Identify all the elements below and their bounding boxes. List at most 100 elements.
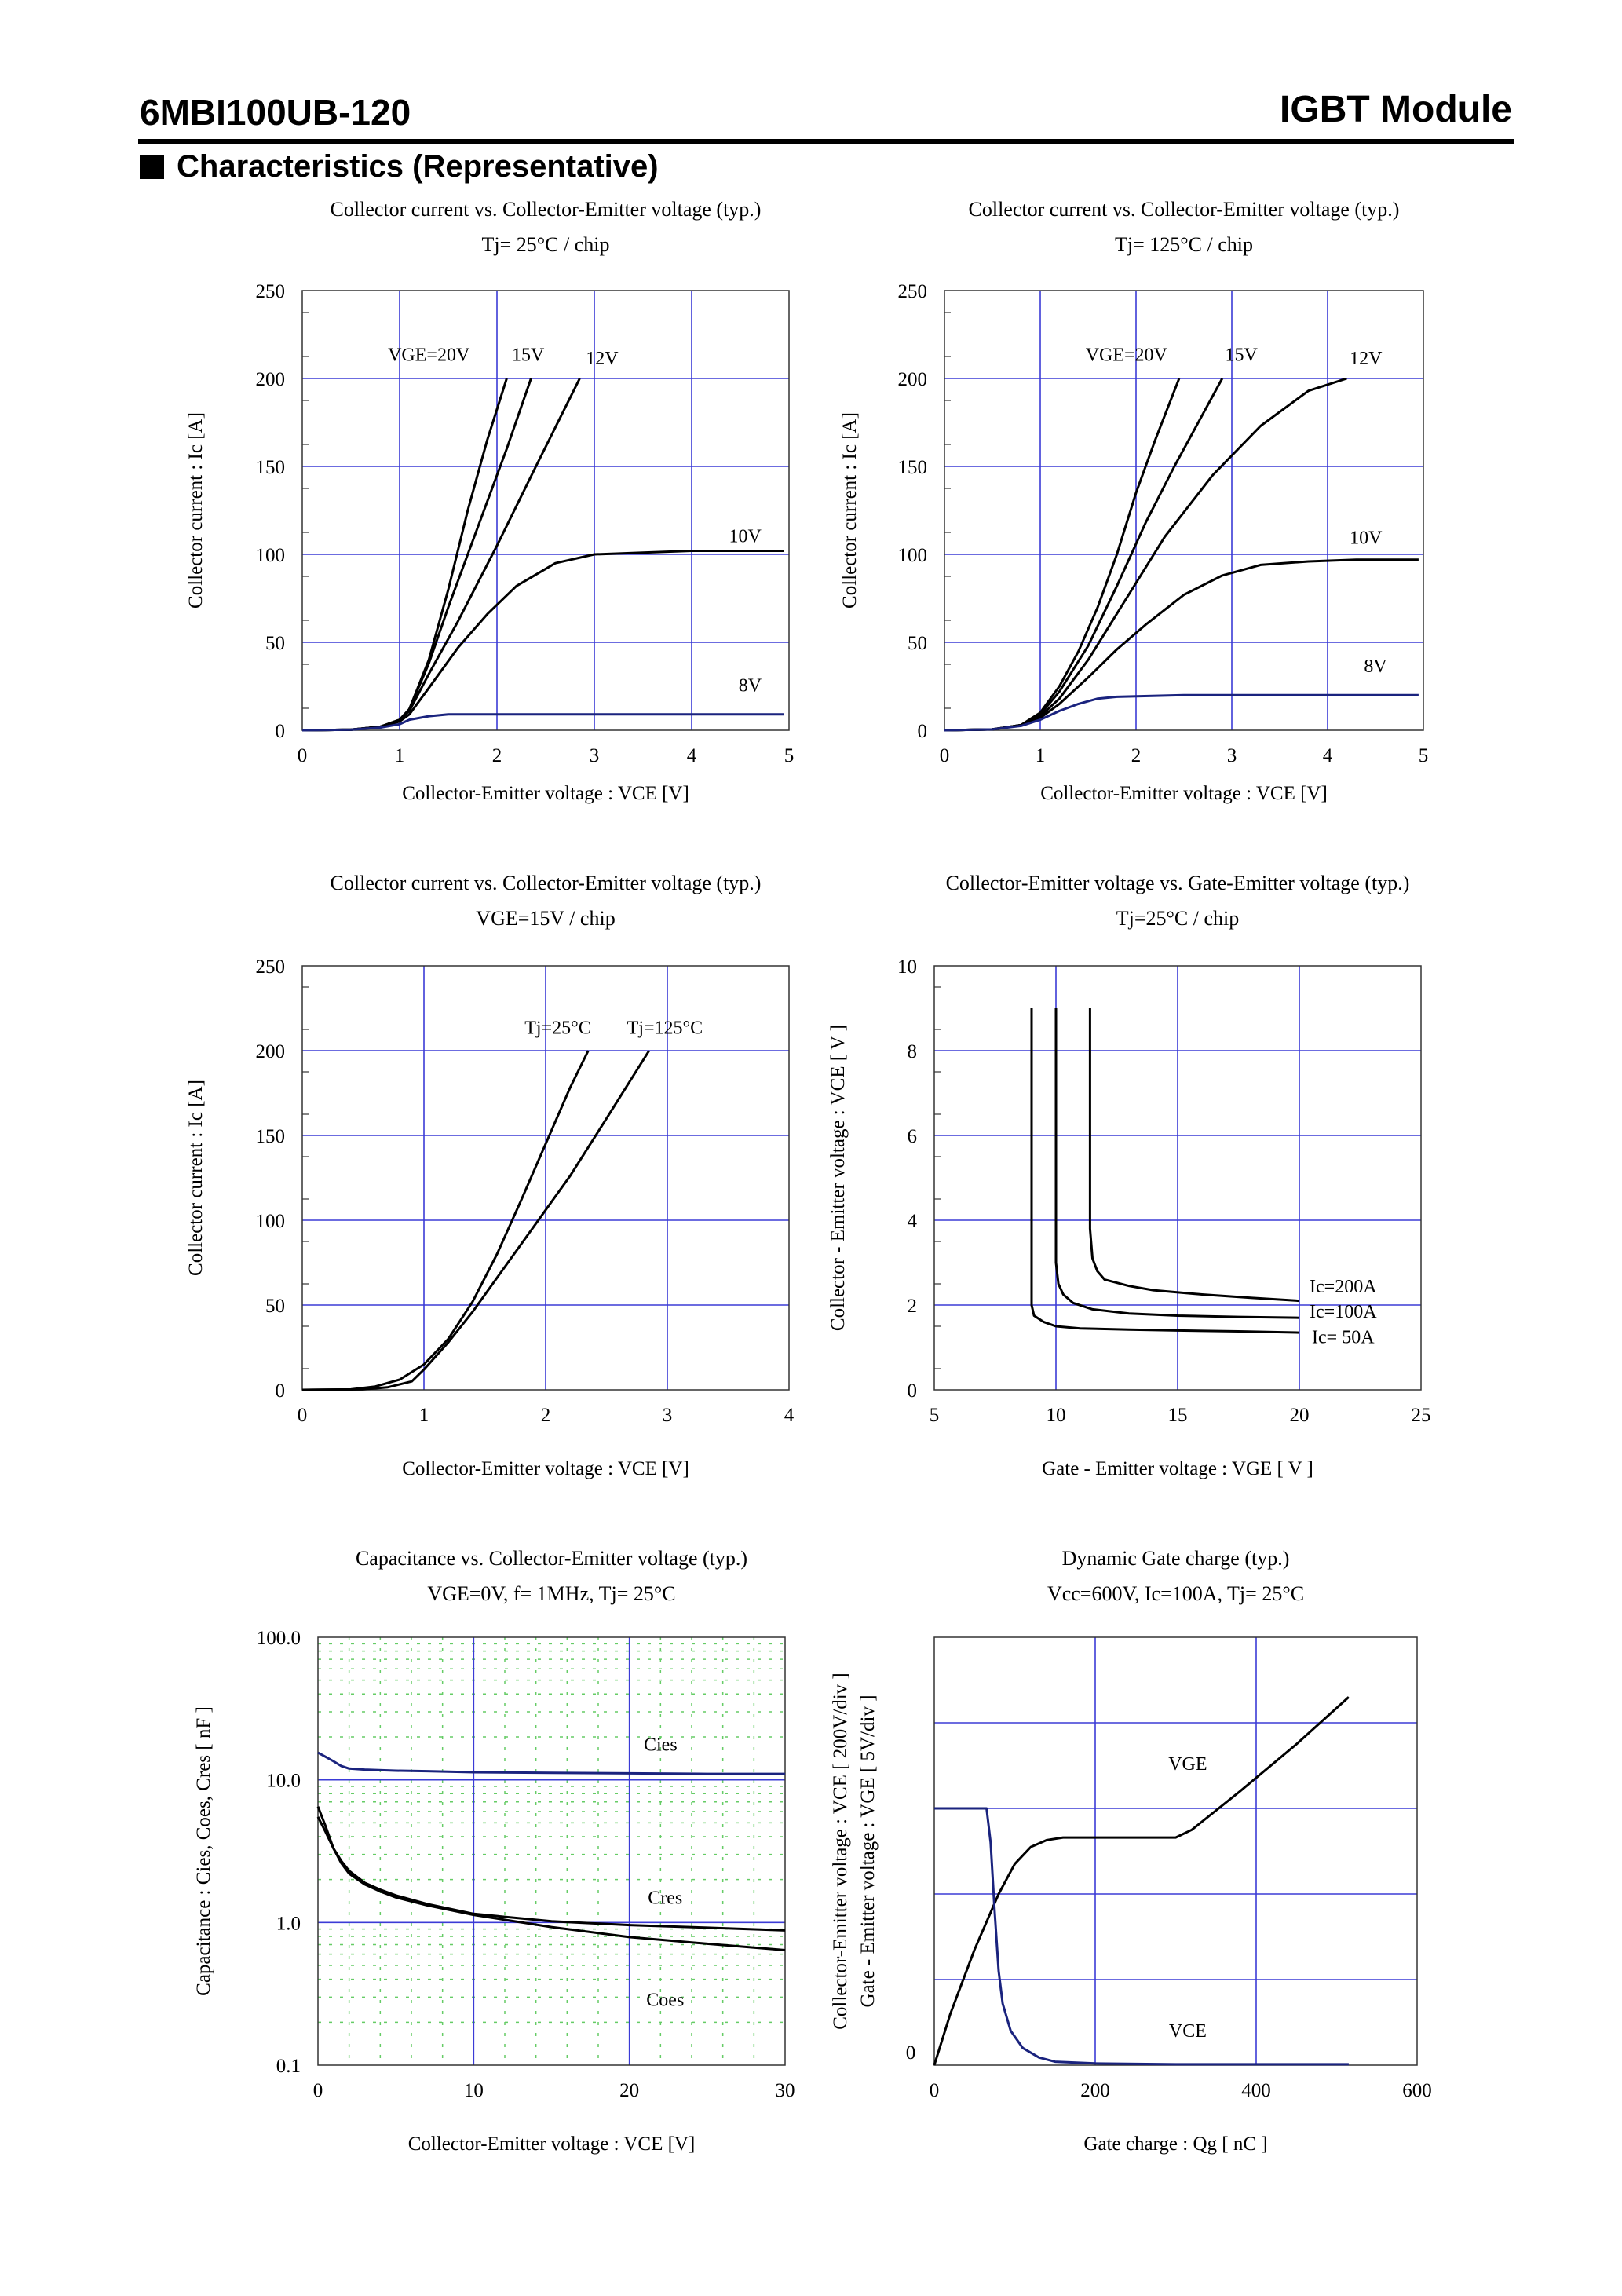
x-tick-label: 15 bbox=[1168, 1405, 1188, 1426]
x-axis-label: Collector-Emitter voltage : VCE [V] bbox=[1040, 783, 1328, 804]
chart-title: Dynamic Gate charge (typ.) bbox=[1062, 1547, 1290, 1570]
x-axis-label: Collector-Emitter voltage : VCE [V] bbox=[408, 2133, 696, 2155]
x-tick-label: 4 bbox=[784, 1405, 795, 1426]
x-tick-label: 3 bbox=[1227, 745, 1237, 766]
y-tick-label: 10.0 bbox=[266, 1771, 301, 1792]
chart-title: Collector current vs. Collector-Emitter … bbox=[331, 872, 762, 894]
series-label: VGE=20V bbox=[388, 345, 470, 366]
x-tick-label: 3 bbox=[590, 745, 600, 766]
x-tick-label: 20 bbox=[1290, 1405, 1310, 1426]
x-tick-label: 0 bbox=[298, 745, 308, 766]
chart-subtitle: VGE=15V / chip bbox=[476, 907, 615, 930]
x-tick-label: 4 bbox=[687, 745, 697, 766]
chart-subtitle: Vcc=600V, Ic=100A, Tj= 25°C bbox=[1047, 1582, 1304, 1605]
y-tick-label: 250 bbox=[256, 281, 286, 302]
y-tick-label: 0 bbox=[918, 721, 928, 742]
x-tick-label: 10 bbox=[464, 2080, 484, 2101]
y-tick-label: 0 bbox=[906, 2042, 916, 2064]
y-axis-label: Capacitance : Cies, Coes, Cres [ nF ] bbox=[193, 1706, 214, 1996]
series-line bbox=[317, 1751, 785, 1775]
series-label: 8V bbox=[1364, 656, 1387, 677]
x-tick-label: 2 bbox=[541, 1405, 551, 1426]
x-tick-label: 0 bbox=[298, 1405, 308, 1426]
section-title: Characteristics (Representative) bbox=[140, 149, 659, 185]
series-label: VGE bbox=[1168, 1754, 1207, 1775]
series-line bbox=[301, 1050, 590, 1391]
y-tick-label: 200 bbox=[898, 369, 928, 390]
y-tick-label: 10 bbox=[897, 956, 917, 978]
x-tick-label: 600 bbox=[1402, 2080, 1432, 2101]
series-line bbox=[933, 1696, 1350, 2066]
y-axis-label: Collector current : Ic [A] bbox=[839, 412, 860, 609]
series-line bbox=[944, 558, 1419, 732]
header-rule bbox=[138, 139, 1514, 144]
section-title-text: Characteristics (Representative) bbox=[177, 149, 659, 184]
x-tick-label: 0 bbox=[940, 745, 950, 766]
chart-c6: Dynamic Gate charge (typ.) Vcc=600V, Ic=1… bbox=[830, 1547, 1432, 2155]
y-axis-label-2: Gate - Emitter voltage : VGE [ 5V/div ] bbox=[857, 1695, 879, 2007]
series-label: Ic=200A bbox=[1310, 1277, 1377, 1297]
chart-title: Collector current vs. Collector-Emitter … bbox=[969, 198, 1400, 221]
series-line bbox=[934, 1807, 1349, 2066]
chart-title: Collector-Emitter voltage vs. Gate-Emitt… bbox=[946, 872, 1410, 894]
y-tick-label: 0 bbox=[276, 1380, 286, 1402]
x-tick-label: 30 bbox=[776, 2080, 795, 2101]
chart-c1: Collector current vs. Collector-Emitter … bbox=[185, 198, 794, 804]
x-tick-label: 0 bbox=[930, 2080, 940, 2101]
series-label: 15V bbox=[1226, 345, 1259, 366]
series-label: Coes bbox=[646, 1991, 684, 2011]
x-tick-label: 3 bbox=[663, 1405, 673, 1426]
y-tick-label: 250 bbox=[256, 956, 286, 978]
y-tick-label: 0.1 bbox=[276, 2056, 301, 2077]
series-label: Cies bbox=[644, 1735, 678, 1756]
series-label: 12V bbox=[586, 349, 619, 369]
chart-subtitle: VGE=0V, f= 1MHz, Tj= 25°C bbox=[427, 1582, 675, 1605]
series-line bbox=[301, 713, 784, 732]
y-tick-label: 150 bbox=[898, 457, 928, 478]
x-tick-label: 5 bbox=[930, 1405, 940, 1426]
series-label: 15V bbox=[512, 345, 545, 366]
y-tick-label: 200 bbox=[256, 1041, 286, 1062]
series-label: VGE=20V bbox=[1086, 345, 1168, 366]
series-line bbox=[944, 693, 1419, 732]
x-tick-label: 1 bbox=[419, 1405, 429, 1426]
y-axis-label: Collector current : Ic [A] bbox=[185, 1080, 206, 1276]
part-number: 6MBI100UB-120 bbox=[140, 92, 411, 133]
x-tick-label: 5 bbox=[1419, 745, 1429, 766]
y-tick-label: 50 bbox=[265, 633, 285, 654]
series-line bbox=[1088, 1008, 1300, 1303]
x-axis-label: Collector-Emitter voltage : VCE [V] bbox=[402, 1458, 689, 1479]
series-line bbox=[1054, 1008, 1300, 1319]
chart-subtitle: Tj= 125°C / chip bbox=[1115, 233, 1253, 256]
chart-title: Capacitance vs. Collector-Emitter voltag… bbox=[356, 1547, 747, 1570]
y-tick-label: 150 bbox=[256, 1126, 286, 1147]
series-label: VCE bbox=[1169, 2021, 1207, 2042]
chart-subtitle: Tj=25°C / chip bbox=[1116, 907, 1240, 930]
x-tick-label: 1 bbox=[395, 745, 405, 766]
plot-frame bbox=[944, 290, 1424, 731]
y-tick-label: 100 bbox=[256, 545, 286, 566]
chart-title: Collector current vs. Collector-Emitter … bbox=[331, 198, 762, 221]
y-tick-label: 0 bbox=[276, 721, 286, 742]
chart-c5: Capacitance vs. Collector-Emitter voltag… bbox=[193, 1547, 795, 2155]
x-tick-label: 1 bbox=[1036, 745, 1046, 766]
x-tick-label: 10 bbox=[1047, 1405, 1066, 1426]
plot-frame bbox=[933, 965, 1422, 1391]
y-tick-label: 100 bbox=[256, 1211, 286, 1232]
chart-c3: Collector current vs. Collector-Emitter … bbox=[185, 872, 795, 1479]
x-tick-label: 5 bbox=[784, 745, 795, 766]
x-axis-label: Gate - Emitter voltage : VGE [ V ] bbox=[1042, 1458, 1313, 1479]
series-label: 12V bbox=[1350, 349, 1383, 369]
series-label: Ic=100A bbox=[1310, 1302, 1377, 1322]
plot-frame bbox=[301, 290, 790, 731]
series-line bbox=[301, 1050, 651, 1391]
series-label: Ic= 50A bbox=[1312, 1328, 1375, 1348]
y-tick-label: 100 bbox=[898, 545, 928, 566]
y-tick-label: 1.0 bbox=[276, 1913, 301, 1934]
y-tick-label: 6 bbox=[908, 1126, 918, 1147]
y-tick-label: 4 bbox=[908, 1211, 918, 1232]
series-label: 10V bbox=[1350, 528, 1383, 549]
plot-frame bbox=[317, 1636, 786, 2066]
section-square-icon bbox=[140, 155, 164, 179]
x-tick-label: 2 bbox=[492, 745, 502, 766]
